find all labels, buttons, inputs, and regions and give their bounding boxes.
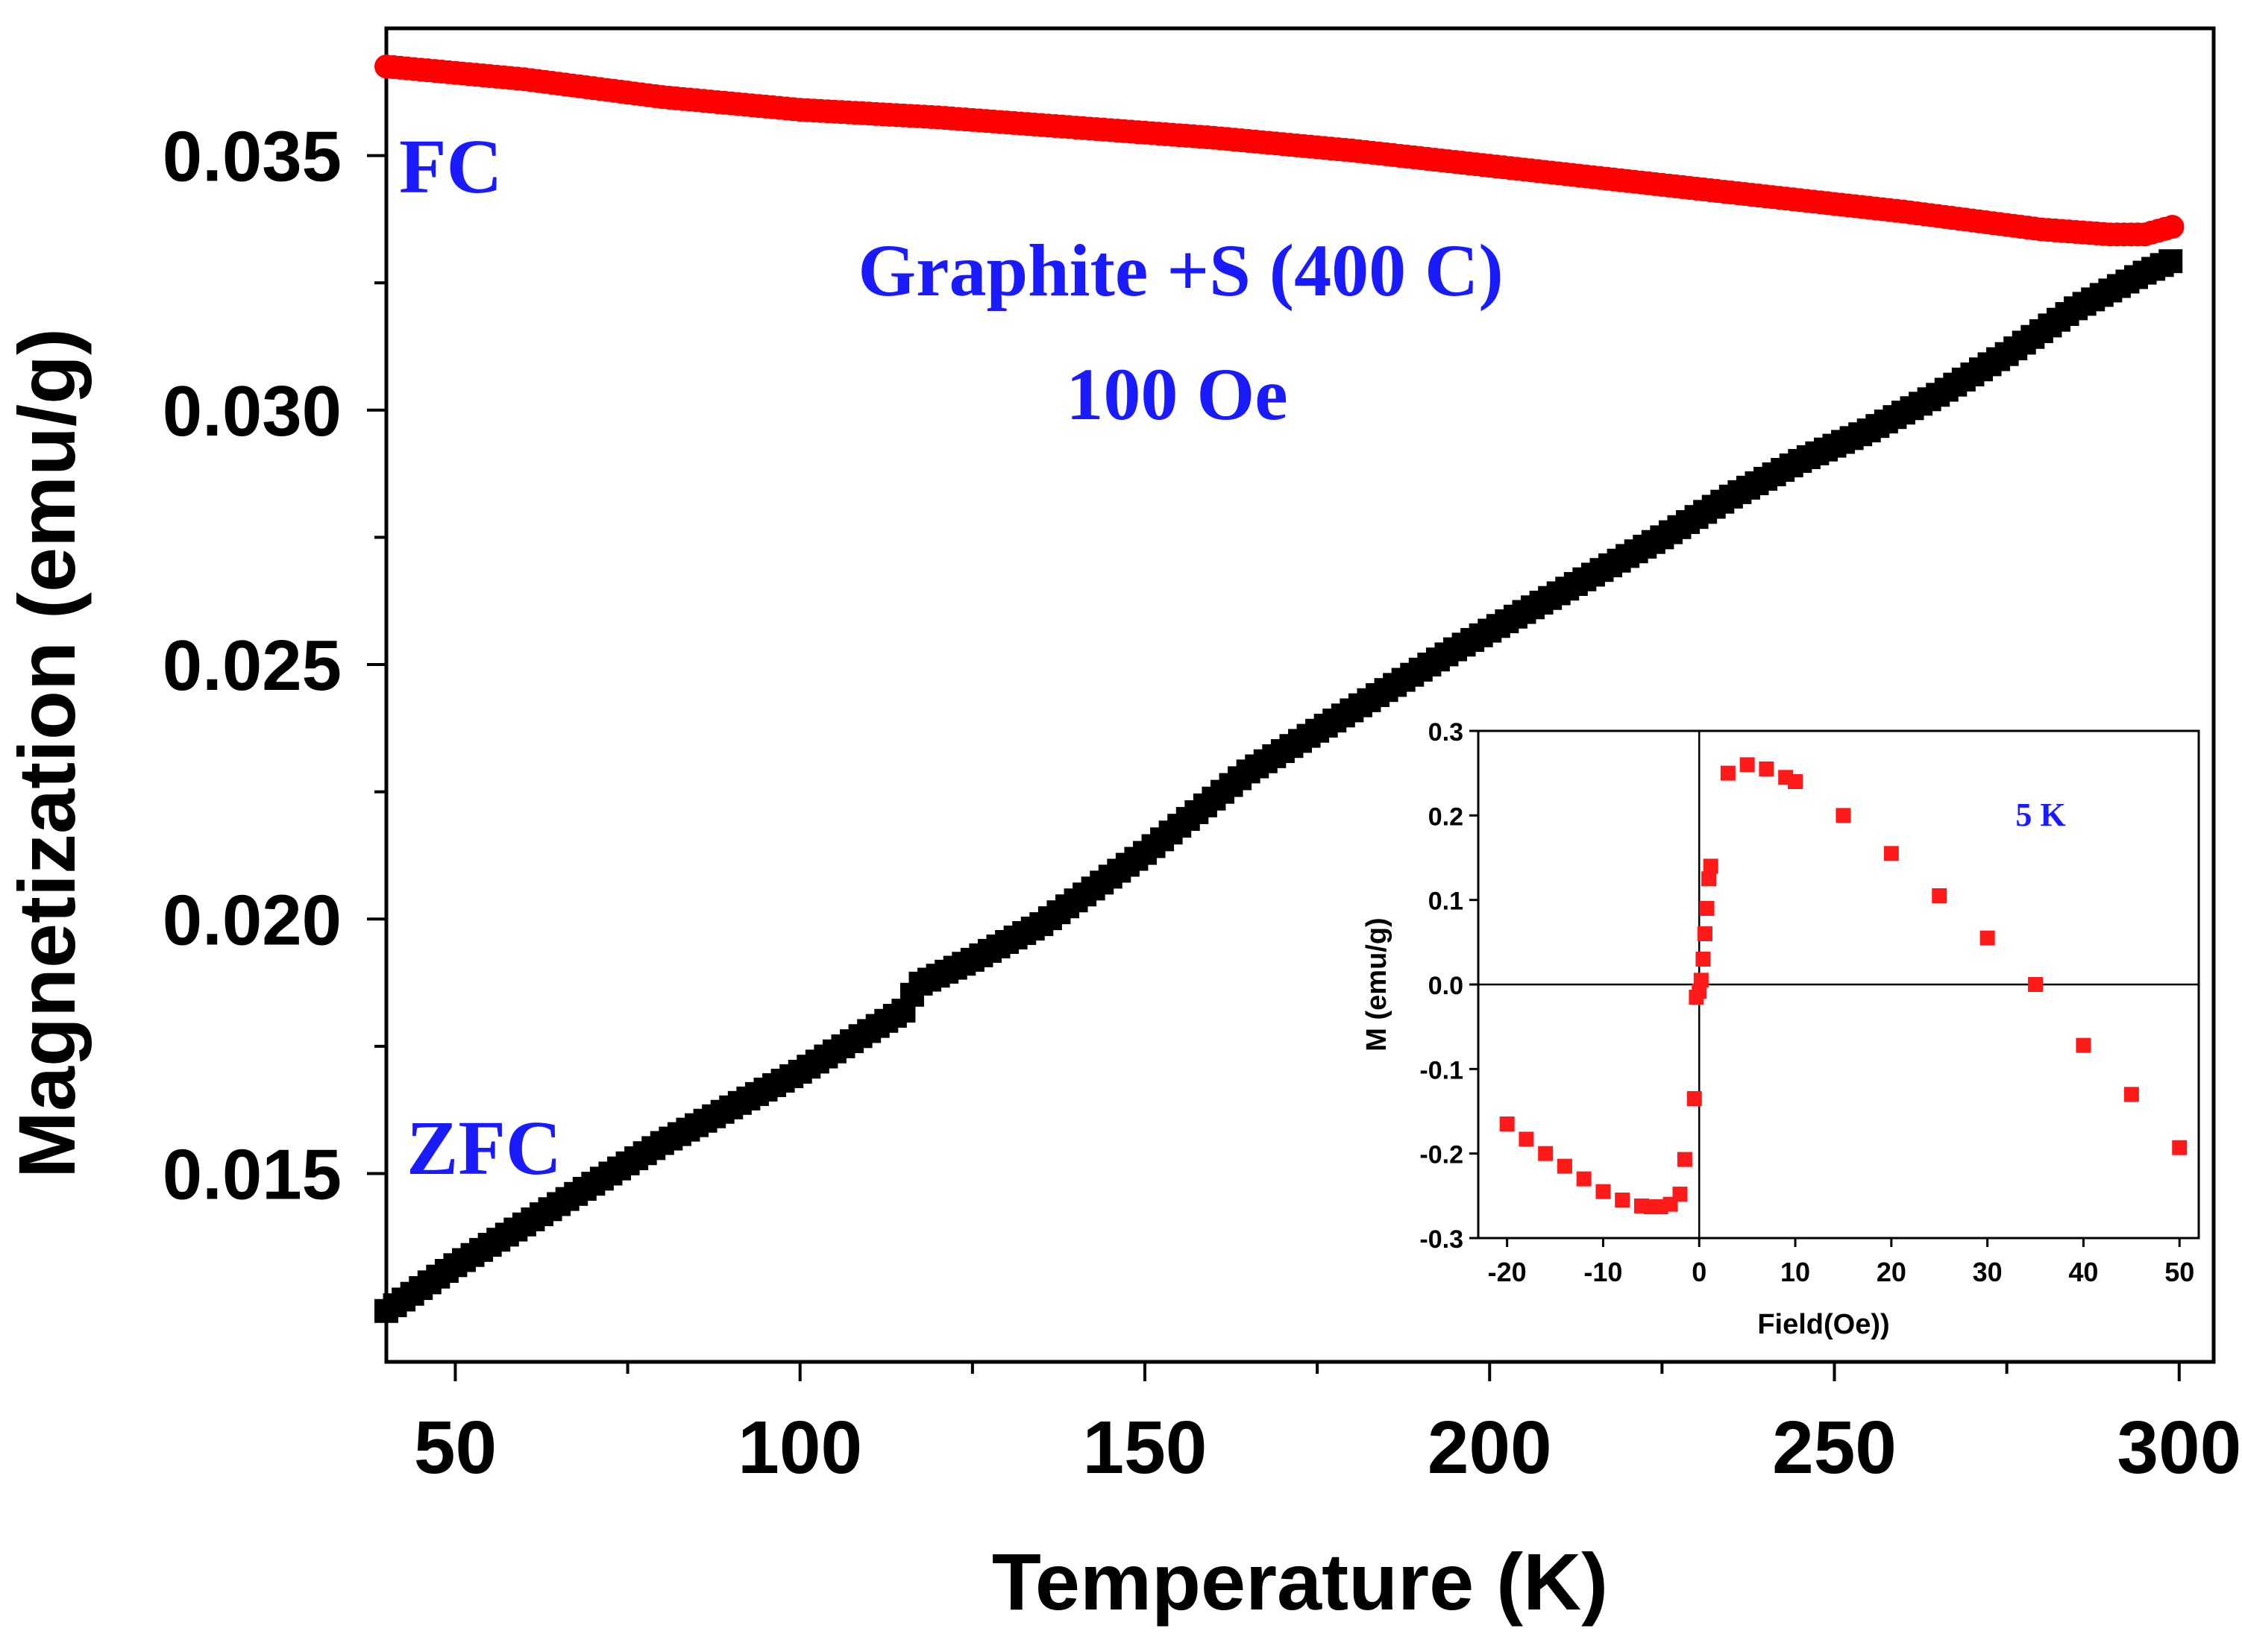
inset-point [1739, 757, 1755, 773]
inset-temperature-label: 5 K [2015, 797, 2065, 833]
fc-label: FC [399, 124, 503, 210]
zfc-point [2158, 249, 2183, 274]
inset-point [1693, 973, 1709, 988]
inset-y-tick-label: -0.3 [1419, 1225, 1463, 1254]
inset-y-tick-label: 0.3 [1428, 718, 1463, 747]
x-tick-label: 50 [414, 1406, 497, 1489]
y-tick-label: 0.030 [163, 371, 342, 451]
y-tick-label: 0.035 [163, 117, 342, 197]
inset-point [1720, 765, 1736, 781]
inset-x-tick-label: 20 [1877, 1257, 1906, 1287]
inset-point [1932, 888, 1947, 903]
inset-point [1677, 1152, 1692, 1167]
inset-point [2028, 977, 2044, 992]
inset-x-axis-title: Field(Oe)) [1757, 1309, 1889, 1340]
inset-point [1703, 858, 1718, 874]
inset-tick-labels: -20 -10 0 10 20 30 40 50 -0.3 -0.2 -0.1 0.0 0.1 0.2 0.… [1419, 718, 2194, 1287]
zfc-label: ZFC [406, 1105, 562, 1191]
inset-point [1576, 1171, 1592, 1187]
inset-point [1836, 808, 1851, 823]
inset-point [1699, 901, 1715, 916]
inset-y-tick-label: -0.1 [1419, 1056, 1463, 1084]
main-plot-frame [384, 26, 2216, 1364]
inset-point [1519, 1131, 1534, 1147]
x-axis-title: Temperature (K) [992, 1536, 1608, 1627]
inset-x-tick-label: 30 [1973, 1257, 2003, 1287]
inset-y-axis-title: M (emu/g) [1361, 917, 1392, 1051]
inset-point [1672, 1187, 1688, 1202]
inset-point [2123, 1087, 2139, 1102]
inset-x-tick-label: -10 [1583, 1257, 1622, 1287]
inset-point [1557, 1158, 1572, 1174]
y-tick-label: 0.025 [163, 626, 342, 706]
inset-y-tick-label: -0.2 [1419, 1141, 1463, 1169]
inset-point [1883, 846, 1899, 861]
inset-point [1759, 761, 1774, 776]
inset-y-tick-label: 0.1 [1428, 888, 1463, 916]
field-label: 100 Oe [1066, 353, 1287, 436]
main-data-points [374, 54, 2185, 1323]
inset-point [1979, 930, 1995, 946]
inset-y-tick-label: 0.2 [1428, 803, 1463, 831]
x-tick-label: 150 [1083, 1406, 1208, 1489]
inset-point [1788, 774, 1803, 789]
inset-x-tick-label: 40 [2068, 1257, 2098, 1287]
inset-point [1695, 952, 1711, 967]
x-tick-label: 200 [1428, 1406, 1552, 1489]
inset-point [1697, 926, 1712, 941]
inset-point [1538, 1146, 1554, 1161]
inset-point [1686, 1091, 1702, 1106]
main-tick-labels: 50 100 150 200 250 3000.0150.0200.0250.0300.0… [163, 117, 2241, 1489]
fc-point [2160, 215, 2185, 239]
inset-data-points [1499, 757, 2188, 1215]
x-tick-label: 250 [1772, 1406, 1897, 1489]
inset-point [1701, 871, 1717, 887]
y-axis-title: Magnetization (emu/g) [1, 328, 92, 1178]
inset-point [1615, 1193, 1630, 1207]
inset-x-tick-label: 10 [1780, 1257, 1810, 1287]
inset-point [1499, 1116, 1515, 1131]
inset-point [1595, 1184, 1611, 1199]
sample-label: Graphite +S (400 C) [858, 229, 1503, 312]
y-tick-label: 0.015 [163, 1134, 342, 1214]
inset-x-tick-label: -20 [1488, 1257, 1527, 1287]
inset-x-tick-label: 0 [1692, 1257, 1706, 1287]
inset-point [2076, 1037, 2091, 1053]
inset-x-tick-label: 50 [2164, 1257, 2194, 1287]
inset-point [2172, 1140, 2188, 1155]
x-tick-label: 100 [738, 1406, 862, 1489]
y-tick-label: 0.020 [163, 880, 342, 960]
inset-y-tick-label: 0.0 [1428, 972, 1463, 1000]
x-tick-label: 300 [2117, 1406, 2241, 1489]
inset-axis-ticks [1469, 729, 2199, 1247]
